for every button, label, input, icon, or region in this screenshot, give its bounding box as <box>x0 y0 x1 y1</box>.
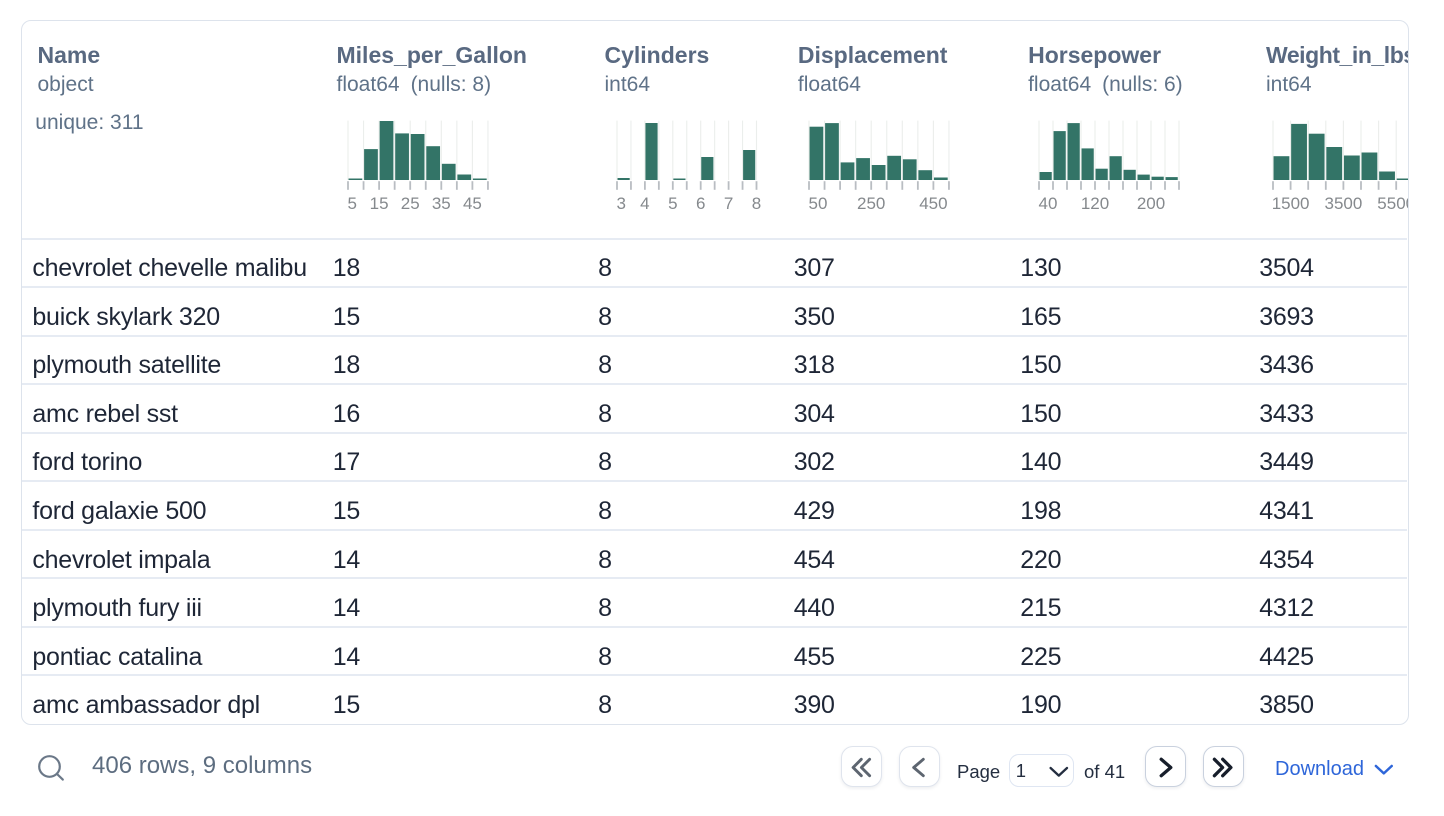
svg-text:250: 250 <box>857 194 885 213</box>
svg-text:450: 450 <box>920 194 948 213</box>
svg-text:45: 45 <box>463 194 482 213</box>
svg-text:120: 120 <box>1081 194 1109 213</box>
svg-text:5500: 5500 <box>1378 193 1409 212</box>
svg-text:7: 7 <box>724 194 733 213</box>
svg-text:1500: 1500 <box>1272 193 1310 212</box>
svg-text:5: 5 <box>668 194 677 213</box>
svg-text:25: 25 <box>401 194 420 213</box>
svg-text:5: 5 <box>348 194 357 213</box>
svg-text:8: 8 <box>752 194 761 213</box>
svg-text:35: 35 <box>432 194 451 213</box>
svg-text:50: 50 <box>809 194 828 213</box>
svg-text:15: 15 <box>370 194 389 213</box>
svg-text:3500: 3500 <box>1325 193 1363 212</box>
svg-text:200: 200 <box>1137 194 1165 213</box>
svg-text:6: 6 <box>696 194 705 213</box>
svg-text:40: 40 <box>1039 194 1058 213</box>
svg-text:4: 4 <box>640 194 649 213</box>
svg-text:3: 3 <box>617 194 626 213</box>
